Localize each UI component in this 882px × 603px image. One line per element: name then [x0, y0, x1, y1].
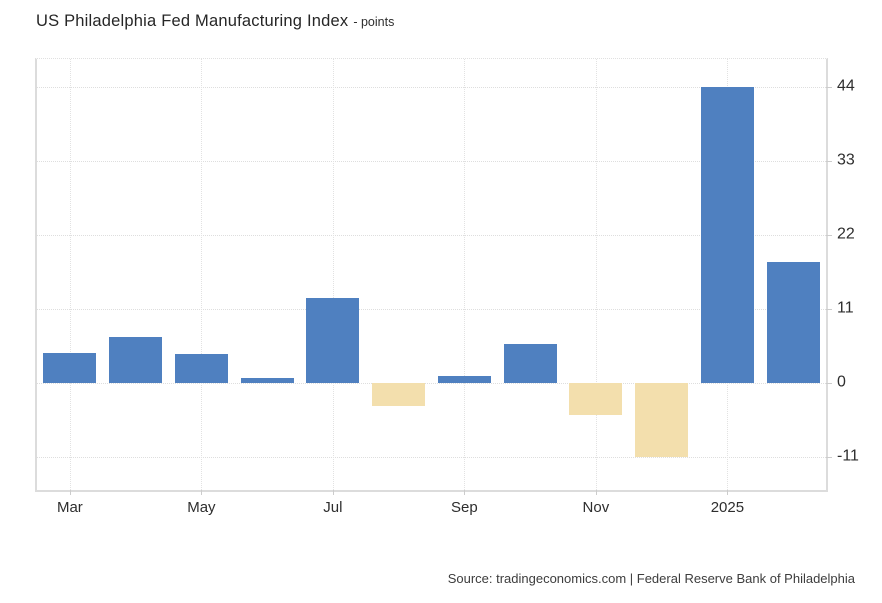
gridline-x-Mar: [69, 59, 71, 490]
x-axis-tick: [727, 490, 729, 495]
x-tick-label: 2025: [710, 499, 745, 516]
x-axis-tick: [69, 490, 71, 495]
x-tick-label: Jul: [323, 499, 343, 516]
x-axis-tick: [595, 490, 597, 495]
source-attribution: Source: tradingeconomics.com | Federal R…: [447, 571, 855, 586]
x-axis-tick: [201, 490, 203, 495]
chart-header: US Philadelphia Fed Manufacturing Index -…: [36, 12, 394, 31]
bar-aug-2024[interactable]: [372, 382, 426, 406]
y-tick-label: 44: [837, 77, 855, 95]
y-tick-label: 22: [837, 225, 855, 243]
y-tick-label: 0: [837, 373, 846, 391]
bar-dec-2024[interactable]: [635, 382, 689, 457]
bar-jul-2024[interactable]: [306, 298, 360, 383]
y-axis-tick: [826, 457, 832, 458]
y-axis-tick: [826, 160, 832, 162]
bar-oct-2024[interactable]: [503, 343, 557, 383]
x-axis-tick: [332, 490, 334, 495]
bar-feb-2025[interactable]: [766, 262, 820, 383]
x-tick-label: May: [187, 499, 216, 516]
x-tick-label: Sep: [451, 499, 478, 516]
y-tick-label: 11: [837, 299, 854, 317]
gridline-x-Nov: [595, 59, 597, 490]
gridline-y--11: [37, 457, 826, 458]
y-tick-label: 33: [837, 151, 855, 169]
y-axis-tick: [826, 86, 832, 88]
gridline-x-May: [201, 59, 203, 490]
chart-title: US Philadelphia Fed Manufacturing Index: [36, 12, 349, 30]
gridline-y-33: [37, 160, 826, 162]
bar-nov-2024[interactable]: [569, 382, 623, 416]
bar-apr-2024[interactable]: [109, 337, 163, 383]
bar-jun-2024[interactable]: [240, 378, 294, 383]
gridline-x-Jul: [332, 59, 334, 490]
y-tick-label: -11: [837, 447, 859, 465]
x-tick-label: Mar: [56, 499, 83, 516]
bar-mar-2024[interactable]: [43, 352, 97, 383]
y-axis-tick: [826, 308, 832, 310]
gridline-y-44: [37, 86, 826, 88]
y-axis-tick: [826, 234, 832, 236]
gridline-y-22: [37, 234, 826, 236]
gridline-y-0: [37, 382, 826, 384]
x-axis-tick: [464, 490, 466, 495]
gridline-x-Sep: [464, 59, 466, 490]
y-axis-tick: [826, 382, 832, 384]
chart-subtitle: - points: [353, 15, 395, 29]
bar-sep-2024[interactable]: [437, 376, 491, 383]
gridline-y-11: [37, 308, 826, 310]
x-tick-label: Nov: [582, 499, 610, 516]
plot-area: [35, 58, 828, 492]
bar-jan-2025[interactable]: [700, 86, 754, 383]
bar-may-2024[interactable]: [174, 353, 228, 383]
